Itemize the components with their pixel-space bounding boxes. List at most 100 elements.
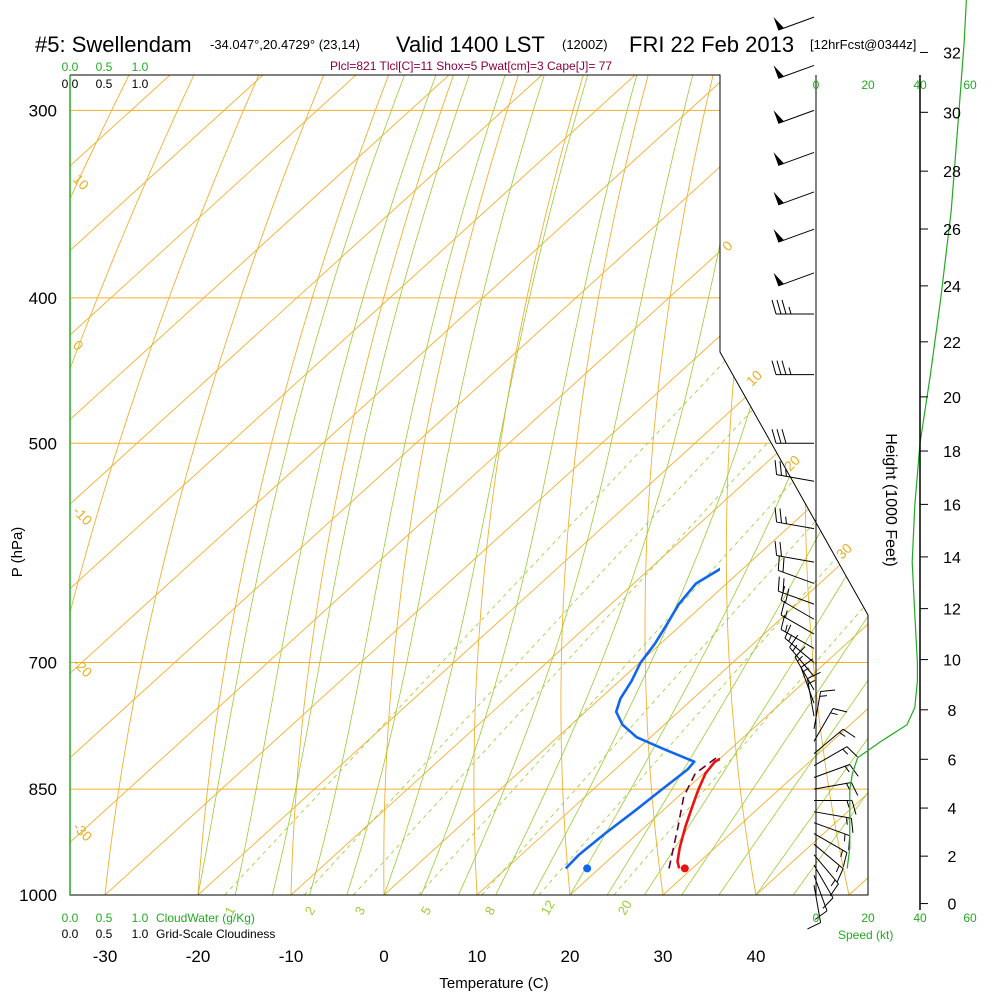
dry-adiabat [70,75,249,895]
moist-adiabat [718,75,868,895]
cloudwater-label: CloudWater (g/Kg) [156,911,255,925]
station-title: #5: Swellendam [35,32,192,57]
cloudiness-scale-bottom: 0.0 [62,927,79,941]
temperature-tick-label: -30 [93,947,118,966]
pressure-axis: 250 300 400 500 700 850 1000 [19,0,57,905]
barb-feather [774,540,778,556]
moist-adiabat [681,75,868,895]
barb-half-feather [784,624,788,633]
barb-half-feather [846,783,851,791]
cloudiness-scale-top: 0.5 [96,77,113,91]
moist-adiabat [272,75,559,895]
barb-staff [780,599,815,620]
dry-adiabat [473,75,660,895]
dry-adiabat-label: -10 [70,503,96,529]
wind-barbs [771,16,859,930]
wind-barb [773,272,815,287]
isotherm [662,75,868,895]
barb-staff [778,151,815,166]
sounding-parameters: Plcl=821 Tlcl[C]=11 Shox=5 Pwat[cm]=3 Ca… [330,59,612,73]
isotherm [70,75,868,895]
wind-barb [813,746,858,767]
barb-staff [784,637,815,663]
barb-feather [807,671,821,680]
wind-barb [800,658,815,704]
height-tick-label: 26 [943,222,961,239]
cloudwater-scale-top: 0.0 [62,60,79,74]
barb-half-feather [788,306,792,315]
grid-layer [70,75,868,895]
barb-staff [778,64,815,79]
isotherm [70,75,516,895]
wind-barb [773,16,815,31]
wind-barb [773,151,815,166]
wind-barb [773,64,815,79]
barb-feather [779,508,782,523]
barb-pennant [773,191,784,205]
barb-staff [776,474,815,482]
pressure-tick-label: 250 [29,0,57,2]
wind-barb [813,843,844,883]
barb-staff [780,614,815,635]
height-tick-label: 28 [943,164,961,181]
wind-barb [777,555,815,584]
height-tick-label: 16 [943,497,961,514]
wind-barb [813,864,834,909]
wind-barb [813,689,836,729]
height-tick-label: 32 [943,45,961,62]
barb-staff [813,691,822,729]
barb-staff [813,833,848,853]
isotherm [70,75,795,895]
isotherm [70,75,702,895]
barb-feather [774,460,778,475]
height-tick-label: 22 [943,335,961,352]
barb-feather [800,658,814,668]
barb-feather [777,576,780,592]
dewpoint-profile [564,567,720,870]
barb-pennant [773,65,784,79]
wind-barb [807,885,822,930]
wind-speed-profile [846,0,967,869]
barb-feather [842,852,848,867]
isotherm [70,75,868,895]
barb-half-feather [835,865,840,873]
barb-half-feather [830,879,836,887]
barb-pennant [773,152,784,166]
barb-staff [813,843,844,870]
isotherm [476,75,868,895]
barb-pennant [773,110,784,124]
wind-barb [774,507,815,530]
temperature-profile [676,757,720,869]
barb-feather [771,299,777,315]
zulu-time: (1200Z) [562,37,608,52]
moist-adiabat [458,75,761,895]
moist-adiabat [234,75,528,895]
cloudwater-scale-bottom: 0.5 [96,911,113,925]
dry-adiabat [70,75,308,895]
height-tick-label: 8 [948,703,957,720]
moist-adiabat [606,75,868,895]
wind-barb [771,360,814,376]
wind-barb [794,646,815,691]
cloudiness-scale-top: 1.0 [132,77,149,91]
barb-feather [780,615,786,630]
forecast-info: [12hrFcst@0344z] [810,37,916,52]
moist-adiabat [346,75,627,895]
barb-half-feather [846,800,850,808]
barb-feather [807,922,821,930]
barb-feather [780,600,786,616]
barb-feather [814,910,828,920]
speed-scale-top: 20 [861,78,875,92]
cloudwater-scale-top: 0.5 [96,60,113,74]
barb-half-feather [842,748,849,755]
barb-feather [846,746,858,758]
barb-staff [778,569,815,584]
mixing-ratio-line [224,297,785,895]
station-coords: -34.047°,20.4729° (23,14) [210,37,360,52]
barb-feather [776,299,782,315]
mixing-ratio-label: 3 [352,904,369,918]
moist-adiabat [495,75,821,895]
barb-feather [780,586,786,601]
barb-pennant [773,272,784,286]
